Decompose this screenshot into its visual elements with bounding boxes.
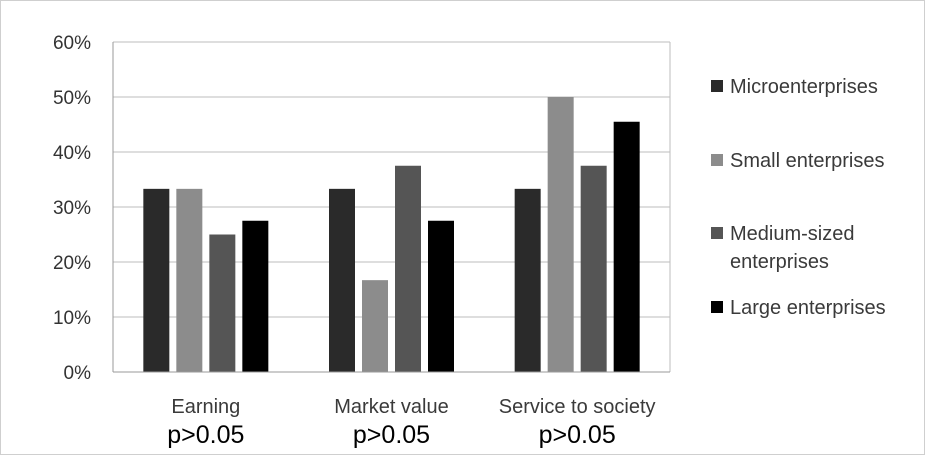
y-tick-label: 30% bbox=[53, 198, 91, 219]
legend-label: Medium-sized bbox=[730, 223, 854, 245]
legend-label: Microenterprises bbox=[730, 76, 878, 98]
bar bbox=[242, 220, 269, 372]
legend-swatch bbox=[711, 301, 723, 313]
y-tick-label: 0% bbox=[64, 363, 92, 384]
bar bbox=[580, 165, 607, 372]
p-value-label: p>0.05 bbox=[539, 421, 616, 449]
x-category-label: Service to society bbox=[499, 396, 656, 418]
bar bbox=[329, 188, 355, 372]
legend-swatch bbox=[711, 80, 723, 92]
bar bbox=[395, 165, 421, 372]
y-tick-label: 50% bbox=[53, 88, 91, 109]
y-tick-label: 40% bbox=[53, 143, 91, 164]
axes: 0% 10% 20% 30% 40% 50% 60% Earning p>0.05 Market … bbox=[53, 33, 670, 449]
bar bbox=[428, 220, 454, 372]
legend-label: Large enterprises bbox=[730, 297, 886, 319]
legend-swatch bbox=[711, 227, 723, 239]
bar bbox=[176, 188, 203, 372]
x-category-label: Market value bbox=[334, 396, 449, 418]
bar bbox=[547, 97, 574, 372]
bar bbox=[514, 188, 541, 372]
bars bbox=[143, 97, 640, 372]
y-tick-label: 60% bbox=[53, 33, 91, 54]
legend-label: enterprises bbox=[730, 251, 829, 273]
legend-label: Small enterprises bbox=[730, 150, 885, 172]
y-tick-label: 20% bbox=[53, 253, 91, 274]
x-category-label: Earning bbox=[171, 396, 240, 418]
legend-swatch bbox=[711, 154, 723, 166]
bar bbox=[209, 234, 236, 372]
legend: Microenterprises Small enterprises Medium-… bbox=[711, 76, 886, 319]
bar bbox=[362, 280, 388, 372]
gridlines bbox=[113, 41, 671, 372]
p-value-label: p>0.05 bbox=[167, 421, 244, 449]
bar bbox=[143, 188, 170, 372]
p-value-label: p>0.05 bbox=[353, 421, 430, 449]
bar bbox=[613, 121, 640, 372]
y-tick-label: 10% bbox=[53, 308, 91, 329]
